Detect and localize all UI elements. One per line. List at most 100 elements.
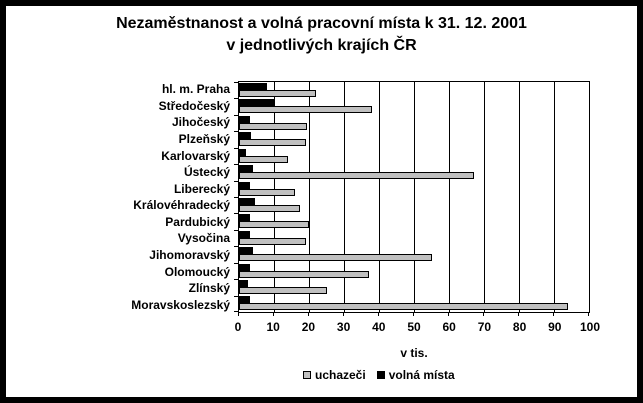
bar-row-5 — [239, 164, 589, 180]
bar-row-11 — [239, 263, 589, 279]
bar-row-10 — [239, 246, 589, 262]
chart-title: Nezaměstnanost a volná pracovní místa k … — [6, 13, 637, 57]
gridline-x-30 — [344, 82, 345, 312]
category-label-7: Královéhradecký — [133, 198, 230, 213]
y-tick-mark-11 — [234, 262, 238, 264]
bar-row-13 — [239, 295, 589, 311]
chart-title-line2: v jednotlivých krajích ČR — [226, 37, 417, 54]
bar-row-6 — [239, 181, 589, 197]
bar-volna-mista-10 — [239, 247, 253, 255]
category-axis-labels: hl. m. Praha Středočeský Jihočeský Plzeňský… — [6, 81, 232, 313]
x-tick-label-90: 90 — [548, 320, 562, 334]
y-tick-mark-0 — [234, 82, 238, 83]
bar-row-9 — [239, 230, 589, 246]
bar-uchazeci-6 — [239, 188, 295, 196]
bar-volna-mista-3 — [239, 132, 252, 140]
y-tick-mark-14 — [234, 311, 238, 312]
bar-volna-mista-1 — [239, 99, 274, 107]
gridline-x-10 — [274, 82, 275, 312]
bar-uchazeci-0 — [239, 90, 316, 97]
bar-volna-mista-6 — [239, 181, 250, 189]
bar-volna-mista-2 — [239, 115, 250, 123]
x-tick-label-0: 0 — [234, 320, 242, 334]
bar-volna-mista-0 — [239, 83, 267, 90]
x-tick-label-20: 20 — [301, 320, 316, 334]
bar-uchazeci-8 — [239, 221, 309, 229]
legend-label-uchazeci: uchazeči — [315, 368, 366, 382]
bar-uchazeci-11 — [239, 270, 369, 278]
bar-row-0 — [239, 82, 589, 98]
x-tick-mark-0 — [238, 312, 239, 316]
y-tick-mark-4 — [234, 147, 238, 149]
category-label-5: Ústecký — [183, 165, 230, 180]
legend-item-uchazeci: uchazeči — [303, 368, 366, 382]
x-tick-mark-40 — [378, 312, 379, 316]
bar-row-1 — [239, 98, 589, 114]
category-label-3: Plzeňský — [178, 132, 230, 147]
y-tick-mark-10 — [234, 246, 238, 248]
x-tick-label-60: 60 — [442, 320, 456, 334]
gridline-x-90 — [554, 82, 555, 312]
x-tick-mark-60 — [448, 312, 449, 316]
gridline-x-60 — [449, 82, 450, 312]
category-label-4: Karlovarský — [161, 148, 230, 163]
gridline-x-40 — [379, 82, 380, 312]
y-tick-mark-12 — [234, 279, 238, 281]
bar-uchazeci-3 — [239, 139, 306, 147]
x-tick-mark-20 — [308, 312, 309, 316]
bar-row-2 — [239, 115, 589, 131]
bar-row-8 — [239, 213, 589, 229]
x-tick-label-10: 10 — [266, 320, 280, 334]
y-tick-mark-8 — [234, 213, 238, 215]
category-label-6: Liberecký — [173, 181, 230, 196]
bar-row-12 — [239, 279, 589, 295]
x-tick-mark-80 — [518, 312, 519, 316]
y-tick-mark-6 — [234, 180, 238, 182]
legend-swatch-uchazeci — [303, 371, 311, 379]
bar-row-4 — [239, 148, 589, 164]
x-tick-mark-10 — [273, 312, 274, 316]
x-tick-label-100: 100 — [579, 320, 601, 334]
x-tick-mark-70 — [483, 312, 484, 316]
x-tick-mark-50 — [413, 312, 414, 316]
x-tick-label-30: 30 — [336, 320, 351, 334]
category-label-11: Olomoucký — [164, 264, 230, 279]
category-label-12: Zlínský — [188, 281, 230, 296]
legend-label-volna-mista: volná místa — [388, 368, 455, 382]
y-tick-mark-9 — [234, 229, 238, 231]
y-tick-mark-13 — [234, 295, 238, 297]
bar-volna-mista-13 — [239, 296, 250, 304]
category-label-2: Jihočeský — [171, 115, 230, 130]
x-tick-mark-90 — [553, 312, 554, 316]
bar-uchazeci-5 — [239, 172, 474, 180]
chart-title-line1: Nezaměstnanost a volná pracovní místa k … — [116, 15, 527, 32]
bar-volna-mista-12 — [239, 280, 248, 288]
y-tick-mark-5 — [234, 164, 238, 166]
bar-uchazeci-9 — [239, 237, 306, 245]
gridline-x-50 — [414, 82, 415, 312]
bar-volna-mista-9 — [239, 230, 250, 238]
category-label-13: Moravskoslezský — [131, 297, 230, 312]
gridline-x-70 — [484, 82, 485, 312]
category-label-9: Vysočina — [177, 231, 230, 246]
bar-uchazeci-2 — [239, 122, 308, 130]
plot-area — [234, 81, 590, 316]
category-label-10: Jihomoravský — [149, 248, 230, 263]
bar-uchazeci-1 — [239, 106, 372, 114]
legend-swatch-volna-mista — [376, 371, 385, 379]
bar-volna-mista-7 — [239, 197, 255, 205]
legend-item-volna-mista: volná místa — [376, 368, 455, 382]
x-tick-mark-100 — [588, 312, 589, 316]
bar-volna-mista-11 — [239, 263, 250, 271]
bar-volna-mista-4 — [239, 148, 246, 156]
x-axis-tick-labels: 0 10 20 30 40 50 60 70 80 90 100 — [235, 320, 600, 335]
x-tick-label-80: 80 — [512, 320, 527, 334]
y-tick-mark-1 — [234, 98, 238, 100]
x-tick-mark-30 — [343, 312, 344, 316]
y-tick-mark-7 — [234, 197, 238, 198]
x-axis-title: v tis. — [400, 346, 428, 360]
y-tick-mark-3 — [234, 131, 238, 133]
bar-uchazeci-7 — [239, 204, 301, 212]
bar-row-3 — [239, 131, 589, 147]
